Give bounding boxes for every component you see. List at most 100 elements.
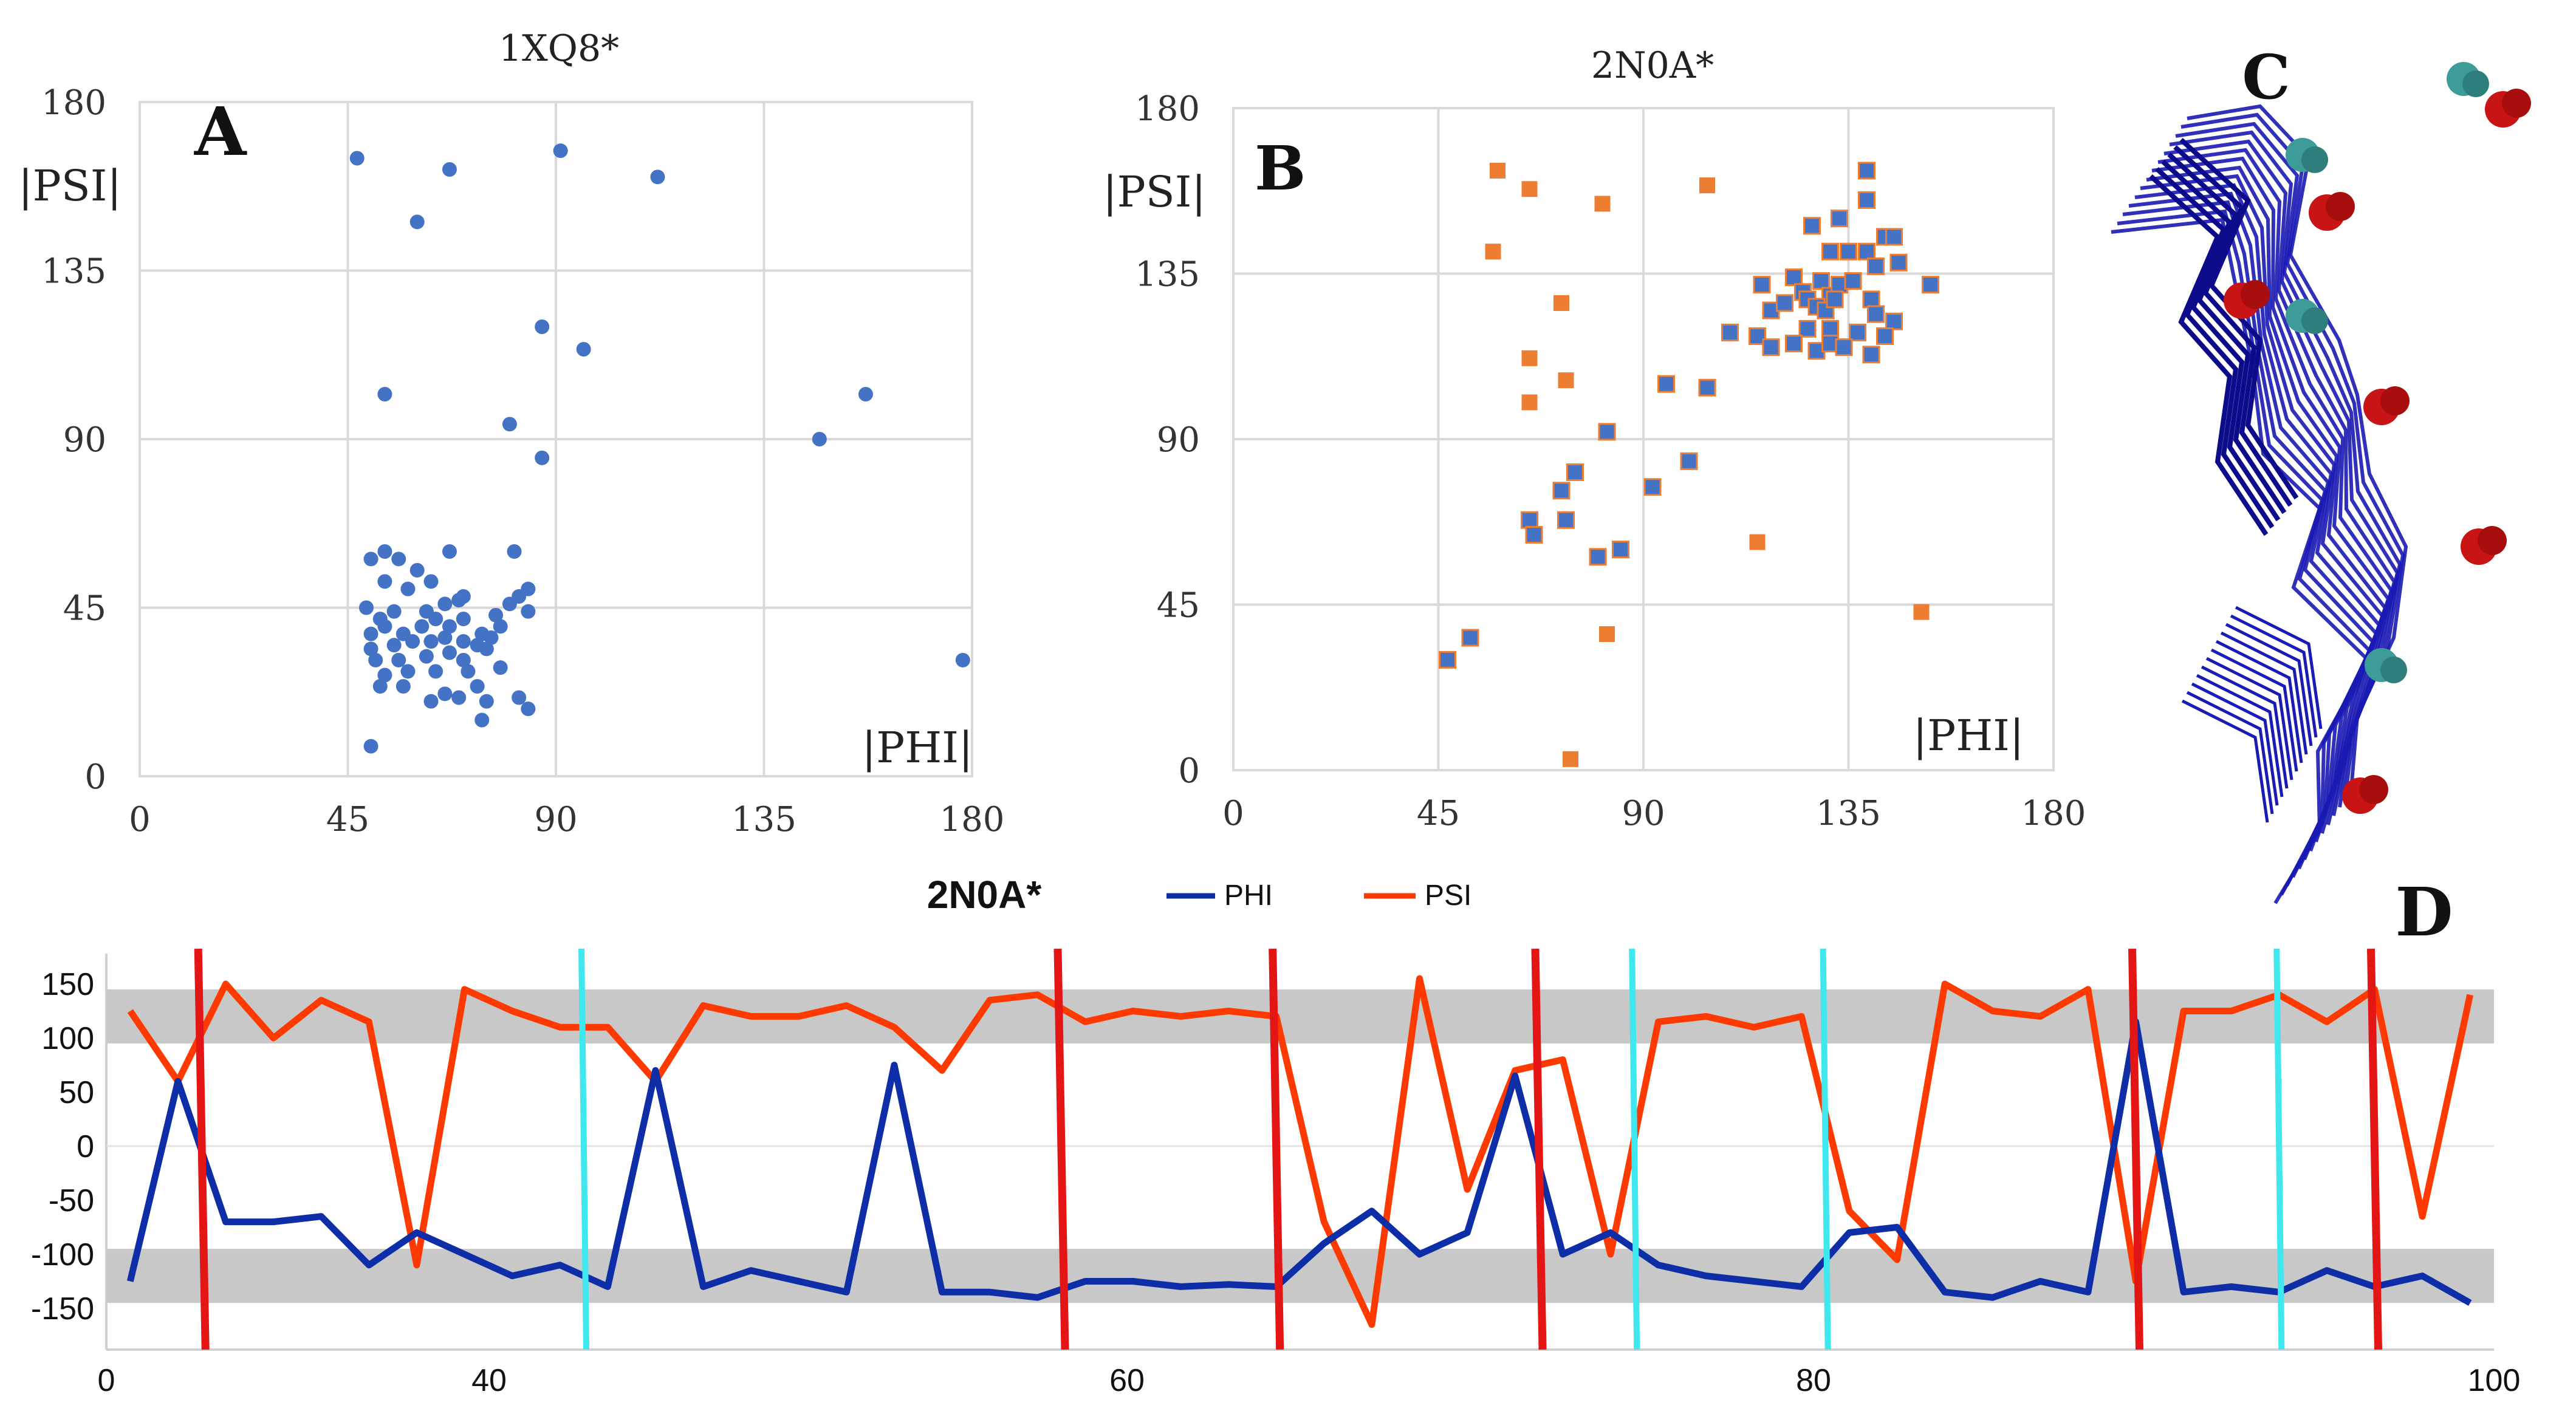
panel-b-points [1439, 162, 1939, 767]
scatter-point [1521, 511, 1538, 529]
fibril-strand [2225, 623, 2313, 746]
scatter-point [456, 612, 471, 626]
scatter-point [405, 634, 420, 649]
panel-b-title: 2N0A* [1591, 44, 1714, 87]
scatter-point [396, 679, 411, 694]
y-tick-label: 90 [63, 420, 106, 460]
scatter-point [1821, 242, 1839, 261]
y-tick-label: 135 [41, 252, 106, 292]
fibril-strand [2173, 145, 2293, 507]
panel-b-scatter: 2N0A* B |PSI| |PHI| 0 45 90 135 180 0 45 90 135… [1103, 44, 2086, 833]
y-tick-label: 0 [1178, 751, 1200, 791]
scatter-point [423, 574, 439, 589]
y-tick-label: 150 [41, 967, 94, 1002]
series-line-phi [126, 1018, 2472, 1306]
teal-atom-sphere [2380, 657, 2407, 683]
scatter-point [535, 319, 550, 334]
scatter-point [1785, 335, 1803, 353]
fibril-strand [2163, 139, 2397, 825]
scatter-point [1862, 290, 1880, 309]
scatter-point [442, 645, 457, 660]
scatter-point [479, 641, 494, 657]
panel-b-xlabel: |PHI| [1913, 711, 2024, 760]
panel-d-x-ticks: 0 40 60 80 100 [98, 1363, 2521, 1398]
scatter-point [456, 652, 471, 668]
scatter-point [377, 619, 392, 634]
scatter-point [1753, 276, 1771, 294]
panel-a-scatter: 1XQ8* A |PSI| |PHI| 0 45 90 135 180 0 45 90 135… [18, 27, 1004, 839]
scatter-point [650, 169, 665, 185]
fibril-strand [2205, 657, 2293, 780]
teal-atom-sphere [2301, 146, 2328, 173]
fibril-strand [2128, 191, 2379, 878]
panel-d-letter: D [2395, 873, 2453, 951]
x-tick-label: 40 [471, 1363, 507, 1398]
scatter-point [1867, 305, 1885, 323]
fibril-strand [2149, 174, 2269, 536]
fibril-strand [2140, 174, 2385, 861]
x-tick-label: 0 [129, 800, 151, 839]
scatter-point [363, 626, 379, 641]
scatter-point [1599, 626, 1615, 642]
scatter-point [428, 664, 444, 679]
panel-a-xlabel: |PHI| [862, 723, 973, 773]
scatter-point [437, 596, 453, 612]
red-atom-sphere [2359, 775, 2388, 804]
x-tick-label: 180 [2021, 794, 2086, 833]
panel-b-grid [1233, 108, 2054, 770]
scatter-point [442, 162, 457, 177]
scatter-point [1826, 290, 1844, 309]
scatter-point [1867, 257, 1885, 275]
x-tick-label: 60 [1109, 1363, 1145, 1398]
red-marker-line [1531, 948, 1547, 1350]
scatter-point [1598, 423, 1616, 441]
panel-a-x-ticks: 0 45 90 135 180 [129, 800, 1004, 839]
panel-b-y-ticks: 0 45 90 135 180 [1135, 89, 1200, 791]
panel-a-title: 1XQ8* [499, 27, 619, 70]
scatter-point [437, 630, 453, 645]
scatter-point [1876, 327, 1894, 345]
y-tick-label: 50 [59, 1075, 94, 1110]
scatter-point [1749, 534, 1766, 550]
scatter-point [456, 634, 471, 649]
scatter-point [368, 652, 383, 668]
scatter-point [1490, 162, 1506, 179]
y-tick-label: 0 [84, 757, 106, 797]
scatter-point [1557, 511, 1575, 529]
scatter-point [1821, 319, 1839, 338]
panel-a-y-ticks: 0 45 90 135 180 [41, 83, 106, 797]
scatter-point [391, 552, 406, 567]
fibril-strand [2191, 682, 2279, 806]
scatter-point [521, 604, 536, 619]
fibril-strand [2201, 665, 2289, 789]
red-atom-sphere [2241, 280, 2270, 309]
scatter-point [1812, 272, 1830, 290]
fibril-strand [2155, 167, 2275, 529]
scatter-point [1721, 323, 1739, 341]
panel-a-grid [140, 102, 972, 776]
scatter-point [1862, 346, 1880, 364]
scatter-point [1612, 541, 1629, 559]
red-marker-line [2367, 948, 2382, 1350]
scatter-point [1680, 452, 1698, 470]
scatter-point [409, 214, 425, 230]
x-tick-label: 180 [940, 800, 1005, 839]
fibril-strand [2161, 160, 2281, 522]
scatter-point [363, 552, 379, 567]
scatter-point [1699, 177, 1715, 194]
scatter-point [1521, 350, 1538, 366]
scatter-point [535, 450, 550, 465]
cyan-marker-line [578, 948, 589, 1350]
scatter-point [1461, 629, 1479, 647]
scatter-point [1657, 375, 1675, 393]
scatter-point [484, 630, 499, 645]
y-tick-label: 180 [41, 83, 106, 123]
scatter-point [1885, 312, 1903, 330]
legend-phi-label: PHI [1224, 879, 1273, 912]
scatter-point [955, 652, 970, 668]
scatter-point [479, 694, 494, 709]
scatter-point [1553, 295, 1569, 311]
scatter-point [1558, 372, 1574, 389]
scatter-point [423, 694, 439, 709]
scatter-point [1525, 525, 1543, 544]
